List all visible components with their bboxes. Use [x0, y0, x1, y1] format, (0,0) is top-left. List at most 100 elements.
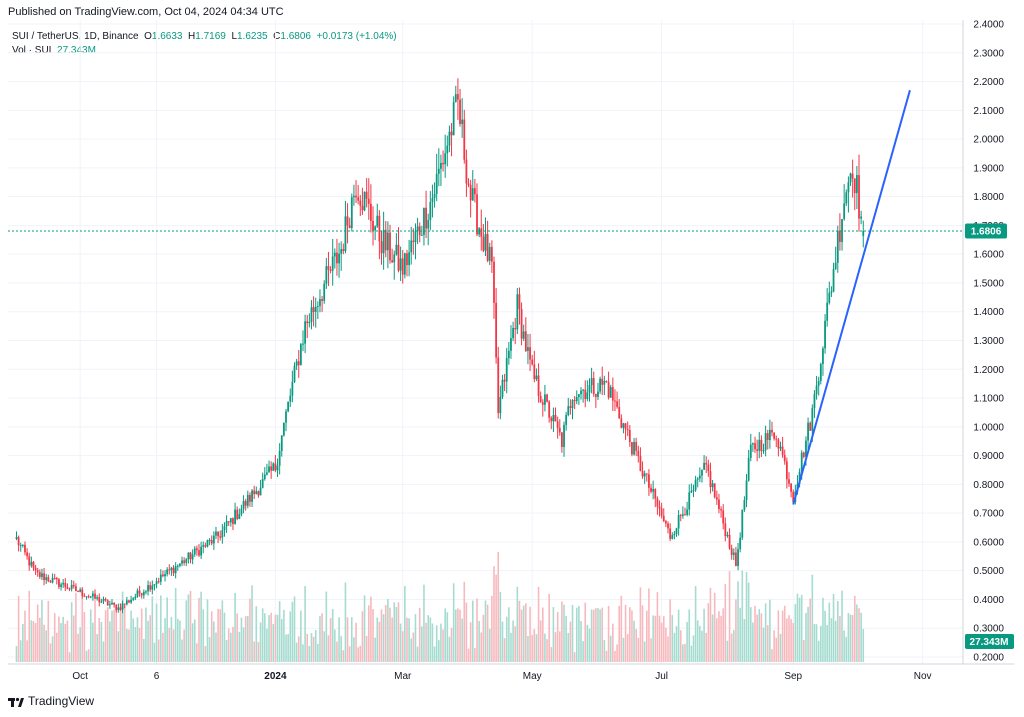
volume-bar	[809, 598, 811, 662]
candle-body	[255, 491, 258, 495]
volume-bar	[77, 633, 79, 662]
volume-bar	[230, 632, 232, 662]
candle-body	[433, 193, 436, 198]
candle-body	[168, 569, 171, 571]
candle-body	[176, 565, 179, 567]
volume-bar	[283, 609, 285, 662]
candle-body	[217, 531, 219, 537]
candle-body	[437, 168, 440, 174]
volume-bar	[743, 619, 746, 662]
volume-bar	[635, 629, 637, 662]
candle-body	[172, 567, 175, 574]
volume-bar	[253, 641, 255, 662]
close-value: 1.6806	[280, 31, 311, 42]
volume-bar	[376, 617, 379, 662]
candle-body	[416, 226, 419, 232]
candle-body	[573, 400, 576, 402]
candle-body	[775, 438, 778, 440]
volume-bar	[781, 610, 784, 662]
volume-bar	[798, 597, 801, 662]
candle-body	[47, 577, 50, 582]
volume-bar	[792, 622, 795, 662]
volume-bar	[669, 599, 671, 662]
candle-body	[718, 499, 720, 510]
candle-body	[410, 240, 413, 253]
volume-bar	[777, 610, 780, 662]
volume-bar	[30, 620, 33, 662]
volume-bar	[567, 632, 570, 662]
volume-bar	[257, 642, 260, 662]
volume-bar	[75, 592, 77, 662]
volume-bar	[221, 600, 224, 662]
volume-bar	[558, 631, 561, 662]
candle-body	[151, 585, 154, 590]
candle-body	[732, 552, 735, 555]
candle-body	[183, 560, 186, 563]
candle-body	[268, 466, 270, 473]
candle-body	[119, 607, 122, 610]
candle-body	[221, 530, 224, 538]
candle-body	[588, 385, 591, 393]
volume-bar	[639, 587, 642, 662]
candle-body	[32, 561, 35, 568]
volume-bar	[641, 605, 644, 662]
candle-body	[304, 321, 307, 344]
candle-body	[331, 256, 334, 271]
candle-body	[601, 378, 604, 385]
volume-bar	[442, 629, 444, 662]
volume-bar	[98, 618, 101, 662]
candle-body	[811, 408, 814, 431]
candle-body	[87, 596, 90, 598]
candle-body	[17, 537, 20, 546]
volume-bar	[81, 592, 84, 662]
volume-bar	[862, 628, 865, 662]
volume-bar	[482, 614, 485, 662]
candle-body	[382, 229, 385, 254]
volume-bar	[234, 592, 236, 662]
candle-body	[427, 220, 430, 229]
candle-body	[125, 600, 128, 605]
candle-body	[805, 440, 807, 457]
volume-bar	[514, 626, 517, 662]
volume-bar	[580, 621, 582, 662]
x-tick-label: Mar	[394, 671, 412, 682]
volume-bar	[737, 581, 739, 662]
volume-bar	[89, 609, 92, 662]
volume-bar	[788, 615, 790, 662]
candle-body	[554, 414, 557, 422]
candle-body	[444, 153, 447, 165]
candle-body	[340, 249, 343, 254]
candle-body	[556, 421, 559, 428]
volume-bar	[187, 594, 190, 662]
volume-bar	[293, 596, 296, 662]
candle-body	[819, 364, 822, 382]
volume-bar	[820, 625, 822, 662]
y-axis: 2.4000 2.3000 2.2000 2.1000 2.0000 1.9000 1.80…	[973, 20, 1004, 664]
tradingview-brand[interactable]: TradingView	[8, 694, 94, 708]
x-tick-label: Oct	[72, 671, 88, 682]
candle-body	[193, 548, 196, 555]
y-tick-label: 0.9000	[973, 451, 1004, 462]
volume-bar	[601, 607, 604, 662]
candle-body	[43, 573, 45, 581]
volume-bar	[47, 600, 50, 662]
candle-body	[537, 375, 540, 396]
candle-body	[111, 602, 113, 605]
volume-bar	[410, 638, 413, 662]
candle-body	[484, 233, 487, 251]
candle-body	[841, 219, 843, 242]
candle-body	[108, 604, 111, 606]
candle-body	[648, 474, 650, 488]
volume-bar	[261, 608, 264, 662]
volume-bar	[24, 610, 26, 662]
volume-bar	[134, 627, 137, 662]
candle-body	[675, 528, 678, 534]
candle-body	[36, 570, 39, 573]
volume-bar	[408, 618, 410, 662]
candle-body	[285, 411, 287, 423]
candle-body	[847, 182, 850, 193]
candle-body	[153, 584, 156, 586]
volume-bar	[374, 637, 376, 662]
volume-bar	[285, 634, 287, 662]
